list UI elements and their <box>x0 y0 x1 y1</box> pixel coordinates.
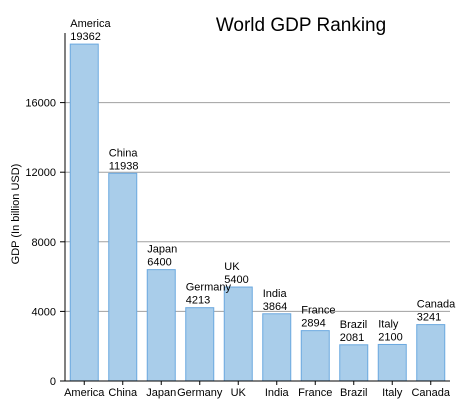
x-tick-label: Italy <box>382 387 403 399</box>
data-label-value: 2081 <box>340 332 364 344</box>
x-tick-label: America <box>64 387 105 399</box>
data-label-name: India <box>263 288 288 300</box>
x-tick-label: Canada <box>411 387 450 399</box>
data-label-name: France <box>301 305 335 317</box>
data-label-value: 2894 <box>301 318 325 330</box>
data-label-name: Japan <box>147 244 177 256</box>
bar-japan <box>146 269 176 382</box>
bar-america <box>69 43 99 382</box>
data-label-name: America <box>70 18 111 30</box>
data-label-value: 5400 <box>224 274 248 286</box>
bar-germany <box>185 307 215 382</box>
bar-france <box>300 330 330 382</box>
y-tick-label: 16000 <box>25 98 56 110</box>
y-axis-title: GDP (In billion USD) <box>10 164 22 265</box>
x-tick-label: UK <box>231 387 247 399</box>
data-label-value: 3241 <box>417 312 441 324</box>
x-tick-label: France <box>298 387 332 399</box>
data-label-name: China <box>109 147 139 159</box>
data-label-value: 2100 <box>378 331 402 343</box>
x-tick-label: Germany <box>177 387 223 399</box>
bar-brazil <box>339 344 369 382</box>
data-label-name: Brazil <box>340 319 368 331</box>
bar-italy <box>377 343 407 382</box>
data-label-value: 4213 <box>186 295 210 307</box>
bar-canada <box>416 324 446 382</box>
data-label-name: UK <box>224 261 240 273</box>
data-label-value: 19362 <box>70 31 101 43</box>
bar-uk <box>223 286 253 382</box>
data-label-name: Germany <box>186 282 232 294</box>
y-tick-label: 0 <box>50 376 56 388</box>
x-tick-label: Japan <box>146 387 176 399</box>
x-tick-label: Brazil <box>340 387 368 399</box>
y-tick-label: 8000 <box>32 237 56 249</box>
y-tick-label: 12000 <box>25 167 56 179</box>
data-label-name: Italy <box>378 318 399 330</box>
data-label-value: 11938 <box>109 160 139 172</box>
x-tick-label: China <box>108 387 138 399</box>
data-label-value: 3864 <box>263 301 287 313</box>
data-label-value: 6400 <box>147 257 171 269</box>
bar-india <box>262 313 292 382</box>
data-label-name: Canada <box>417 299 456 311</box>
bar-china <box>108 172 138 382</box>
x-tick-label: India <box>265 387 290 399</box>
chart-title: World GDP Ranking <box>216 15 386 36</box>
y-tick-label: 4000 <box>32 306 56 318</box>
